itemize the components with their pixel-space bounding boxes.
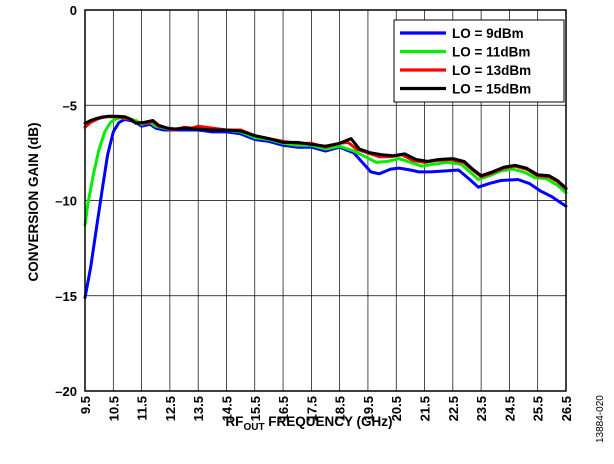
y-tick-label: –15 bbox=[55, 289, 77, 304]
y-axis-title: CONVERSION GAIN (dB) bbox=[26, 122, 41, 281]
legend: LO = 9dBm LO = 11dBm LO = 13dBm LO = 15dBm bbox=[393, 19, 565, 103]
x-tick-label: 15.5 bbox=[248, 396, 263, 421]
legend-label: LO = 9dBm bbox=[452, 26, 524, 41]
x-tick-label: 23.5 bbox=[474, 396, 489, 421]
y-tick-label: –10 bbox=[55, 194, 77, 209]
x-tick-label: 22.5 bbox=[446, 396, 461, 421]
x-tick-label: 16.5 bbox=[276, 396, 291, 421]
x-tick-label: 13.5 bbox=[191, 396, 206, 421]
x-tick-labels: 9.5 10.5 11.5 12.5 13.5 14.5 15.5 16.5 17.5 18.5 1… bbox=[78, 396, 574, 421]
legend-label: LO = 11dBm bbox=[452, 45, 530, 60]
y-tick-label: –20 bbox=[55, 384, 77, 399]
x-tick-label: 19.5 bbox=[361, 396, 376, 421]
x-tick-label: 24.5 bbox=[502, 396, 517, 421]
x-tick-label: 20.5 bbox=[389, 396, 404, 421]
x-tick-label: 25.5 bbox=[531, 396, 546, 421]
legend-label: LO = 13dBm bbox=[452, 63, 531, 78]
series-lines bbox=[83, 114, 568, 300]
x-tick-label: 11.5 bbox=[135, 396, 150, 421]
x-axis-title-subscript: OUT bbox=[243, 422, 264, 433]
legend-label: LO = 15dBm bbox=[452, 82, 531, 97]
series-line bbox=[83, 114, 568, 190]
x-axis-title-main: RF bbox=[225, 414, 243, 429]
figure-id: 13884-020 bbox=[595, 395, 606, 443]
x-tick-label: 21.5 bbox=[418, 396, 433, 421]
x-tick-label: 9.5 bbox=[78, 396, 93, 414]
x-tick-label: 18.5 bbox=[333, 396, 348, 421]
x-tick-label: 12.5 bbox=[163, 396, 178, 421]
plot-frame bbox=[84, 9, 567, 392]
x-tick-label: 26.5 bbox=[559, 396, 574, 421]
x-tick-label: 10.5 bbox=[106, 396, 121, 421]
y-tick-label: –5 bbox=[63, 98, 77, 113]
x-axis-title-rest: FREQUENCY (GHz) bbox=[265, 414, 393, 429]
x-tick-label: 14.5 bbox=[219, 396, 234, 421]
x-tick-label: 17.5 bbox=[304, 396, 319, 421]
y-tick-label: 0 bbox=[70, 3, 77, 18]
y-tick-labels: 0 –5 –10 –15 –20 bbox=[55, 3, 77, 399]
x-axis-title: RFOUT FREQUENCY (GHz) bbox=[225, 414, 392, 433]
